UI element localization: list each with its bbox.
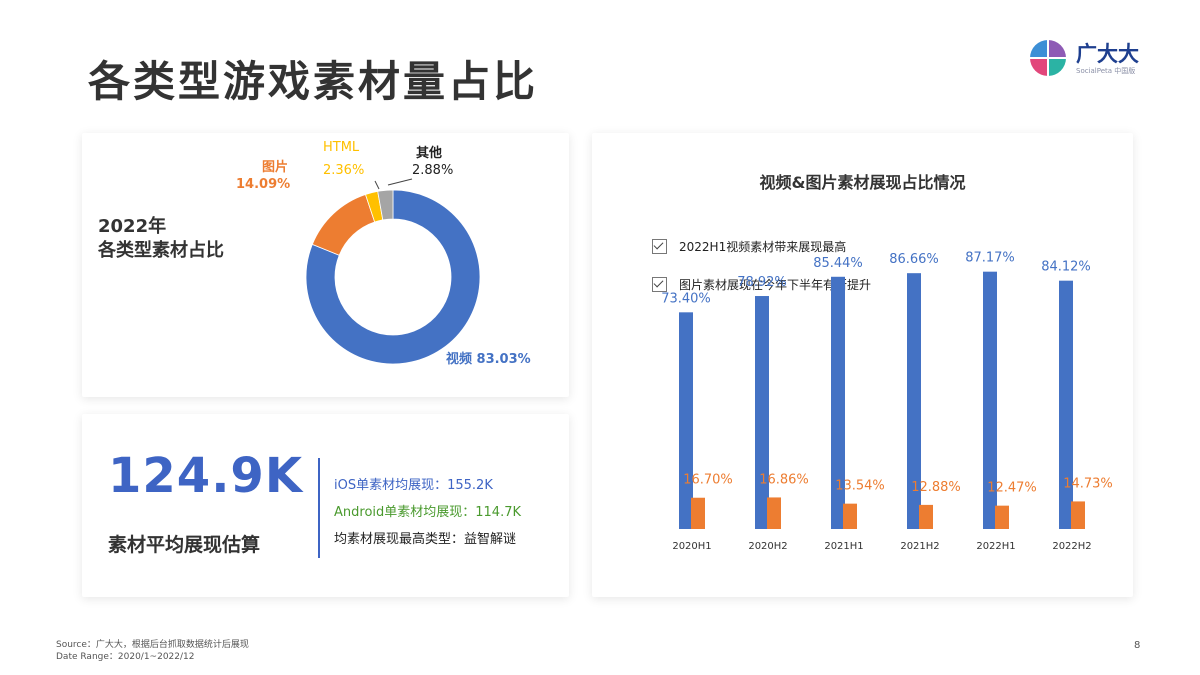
label-video: 视频 83.03% bbox=[446, 352, 531, 367]
footer-source: Source：广大大，根据后台抓取数据统计后展现 bbox=[56, 640, 249, 650]
tick-label-2021H1: 2021H1 bbox=[824, 541, 863, 552]
ios-stat: iOS单素材均展现：155.2K bbox=[334, 478, 493, 493]
bar-image-2021H1 bbox=[843, 503, 857, 529]
checkbox-icon bbox=[652, 277, 667, 292]
note-1: 2022H1视频素材带来展现最高 bbox=[652, 238, 846, 255]
divider bbox=[318, 458, 320, 558]
leader-line-other bbox=[387, 178, 413, 186]
donut-slice-3 bbox=[377, 189, 394, 221]
tick-label-2022H2: 2022H2 bbox=[1052, 541, 1091, 552]
bar-image-2022H2 bbox=[1071, 501, 1085, 529]
bar-image-label-2020H1: 16.70% bbox=[683, 473, 733, 488]
bar-image-2020H1 bbox=[691, 497, 705, 529]
bar-video-2022H2 bbox=[1059, 280, 1073, 529]
tick-label-2020H1: 2020H1 bbox=[672, 541, 711, 552]
logo-name: 广大大 bbox=[1076, 42, 1139, 66]
bar-image-label-2022H2: 14.73% bbox=[1063, 476, 1113, 491]
bar-video-label-2021H1: 85.44% bbox=[813, 256, 863, 271]
note-1-text: 2022H1视频素材带来展现最高 bbox=[679, 240, 847, 254]
bar-image-label-2022H1: 12.47% bbox=[987, 481, 1037, 496]
top-type-stat: 均素材展现最高类型：益智解谜 bbox=[334, 532, 517, 547]
donut-title: 2022年 各类型素材占比 bbox=[98, 215, 224, 263]
bar-image-2022H1 bbox=[995, 505, 1009, 529]
bar-image-label-2021H1: 13.54% bbox=[835, 479, 885, 494]
label-image-value: 14.09% bbox=[236, 177, 291, 192]
donut-chart bbox=[305, 178, 481, 365]
note-2: 图片素材展现在今年下半年有所提升 bbox=[652, 276, 871, 293]
label-image-name: 图片 bbox=[262, 160, 289, 175]
label-other-name: 其他 bbox=[416, 146, 443, 161]
average-impressions-label: 素材平均展现估算 bbox=[108, 534, 261, 556]
average-impressions-value: 124.9K bbox=[108, 448, 304, 504]
bar-image-label-2020H2: 16.86% bbox=[759, 472, 809, 487]
bar-chart: 73.40% 16.70% 2020H1 78.92% 16.86% 2020H2 85.4… bbox=[661, 251, 1113, 552]
donut-slice-0 bbox=[305, 189, 481, 365]
bar-video-label-2022H1: 87.17% bbox=[965, 251, 1015, 266]
bar-image-2021H2 bbox=[919, 504, 933, 529]
stats-card: 124.9K 素材平均展现估算 iOS单素材均展现：155.2K Android… bbox=[82, 414, 569, 597]
bar-video-2020H1 bbox=[679, 312, 693, 529]
donut-title-text: 各类型素材占比 bbox=[98, 240, 224, 261]
brand-logo: 广大大 SocialPeta 中国版 bbox=[1028, 36, 1168, 82]
bar-video-label-2020H2: 78.92% bbox=[737, 275, 787, 290]
logo-subtitle: SocialPeta 中国版 bbox=[1076, 67, 1136, 75]
label-html-value: 2.36% bbox=[323, 163, 365, 178]
tick-label-2020H2: 2020H2 bbox=[748, 541, 787, 552]
bar-video-2021H2 bbox=[907, 273, 921, 529]
bar-video-label-2022H2: 84.12% bbox=[1041, 260, 1091, 275]
tick-label-2021H2: 2021H2 bbox=[900, 541, 939, 552]
leader-line-html bbox=[374, 180, 380, 190]
label-html-name: HTML bbox=[323, 140, 360, 155]
label-other-value: 2.88% bbox=[412, 163, 454, 178]
bar-image-2020H2 bbox=[767, 497, 781, 529]
bar-video-label-2020H1: 73.40% bbox=[661, 291, 711, 306]
page-title: 各类型游戏素材量占比 bbox=[88, 57, 539, 106]
bar-video-2020H2 bbox=[755, 296, 769, 529]
bar-video-2022H1 bbox=[983, 271, 997, 529]
bar-image-label-2021H2: 12.88% bbox=[911, 480, 961, 495]
bar-video-label-2021H2: 86.66% bbox=[889, 252, 939, 267]
logo-icon bbox=[1030, 40, 1066, 76]
footer-date-range: Date Range：2020/1~2022/12 bbox=[56, 652, 195, 662]
note-2-text: 图片素材展现在今年下半年有所提升 bbox=[679, 278, 872, 292]
donut-slice-1 bbox=[311, 193, 376, 256]
donut-card: 2022年 各类型素材占比 图片 14.09% HTML 2.36% 其他 2.… bbox=[82, 133, 569, 397]
bar-chart-title: 视频&图片素材展现占比情况 bbox=[759, 173, 966, 192]
tick-label-2022H1: 2022H1 bbox=[976, 541, 1015, 552]
android-stat: Android单素材均展现：114.7K bbox=[334, 505, 522, 520]
donut-title-year: 2022年 bbox=[98, 216, 167, 237]
footer: Source：广大大，根据后台抓取数据统计后展现 Date Range：2020… bbox=[56, 639, 249, 663]
checkbox-icon bbox=[652, 239, 667, 254]
bar-video-2021H1 bbox=[831, 276, 845, 529]
page-number: 8 bbox=[1134, 640, 1141, 651]
bar-chart-card: 视频&图片素材展现占比情况 2022H1视频素材带来展现最高 图片素材展现在今年… bbox=[592, 133, 1133, 597]
